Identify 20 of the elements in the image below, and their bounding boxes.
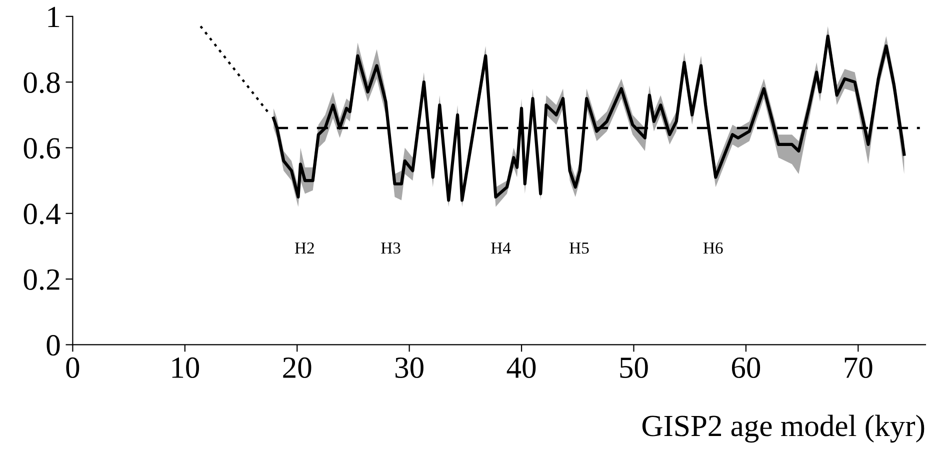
annotation: H6 xyxy=(703,242,723,254)
x-tick-label: 70 xyxy=(844,357,872,378)
y-tick-label: 0.8 xyxy=(24,72,60,94)
y-tick-label: 0.4 xyxy=(24,204,60,224)
annotation: H4 xyxy=(491,242,511,254)
annotation: H5 xyxy=(570,242,589,254)
annotation: H3 xyxy=(381,242,400,254)
x-tick-label: 40 xyxy=(506,357,536,378)
x-tick-label: 20 xyxy=(283,357,312,378)
x-tick-label: 10 xyxy=(172,357,200,378)
annotation: H2 xyxy=(294,242,314,254)
x-axis-title: GISP2 age model (kyr) xyxy=(642,414,924,443)
x-tick-label: 30 xyxy=(396,357,424,378)
y-tick-label: 1 xyxy=(48,6,60,28)
y-tick-label: 0.2 xyxy=(24,269,60,290)
y-tick-label: 0.6 xyxy=(24,138,60,159)
x-tick-label: 60 xyxy=(732,357,760,378)
x-tick-label: 50 xyxy=(620,357,648,378)
x-tick-label: 0 xyxy=(66,357,80,378)
y-tick-label: 0 xyxy=(46,334,60,356)
